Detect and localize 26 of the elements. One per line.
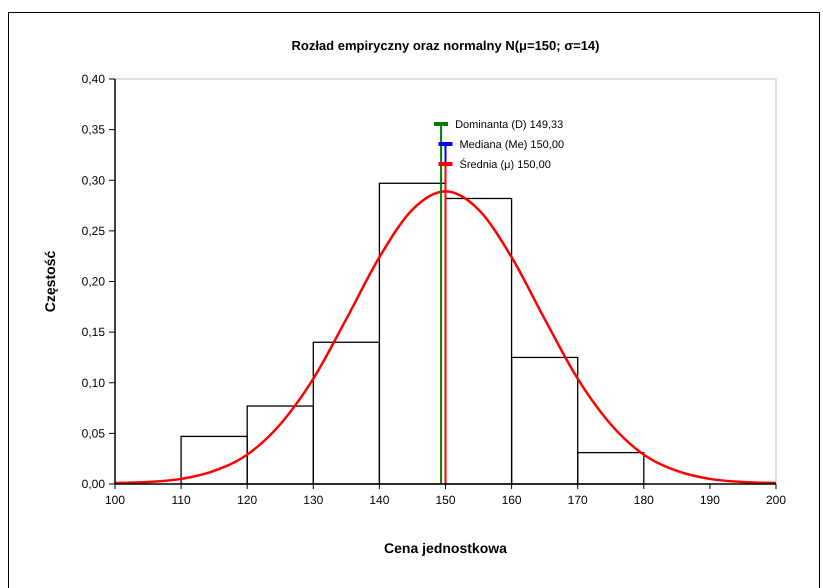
x-tick-label: 110 [172,493,191,507]
x-tick-label: 150 [435,493,456,507]
ref-line-label: Dominanta (D) 149,33 [455,119,564,131]
x-tick-label: 140 [369,493,390,507]
y-axis-title: Częstość [42,250,58,312]
ref-line-label: Średnia (μ) 150,00 [460,158,551,171]
x-tick-label: 130 [303,493,324,507]
x-tick-label: 200 [766,493,786,507]
y-tick-label: 0,35 [82,122,106,137]
x-axis-title: Cena jednostkowa [384,540,508,556]
ref-line-label: Mediana (Me) 150,00 [460,139,564,151]
x-tick-label: 100 [104,493,126,507]
y-tick-label: 0,30 [82,173,106,188]
x-tick-label: 180 [634,493,654,507]
y-tick-label: 0,20 [82,274,106,288]
y-tick-label: 0,10 [82,376,106,390]
x-tick-label: 170 [568,493,588,507]
y-tick-label: 0,15 [82,325,106,340]
y-tick-label: 0,25 [82,224,106,238]
y-tick-label: 0,40 [82,72,106,86]
x-tick-label: 160 [502,493,522,507]
chart-title: Rozład empiryczny oraz normalny N(μ=150; σ=14) [291,38,600,53]
x-tick-label: 120 [237,493,258,507]
y-tick-label: 0,00 [82,477,106,491]
x-tick-label: 190 [700,493,720,507]
y-tick-label: 0,05 [82,426,106,440]
